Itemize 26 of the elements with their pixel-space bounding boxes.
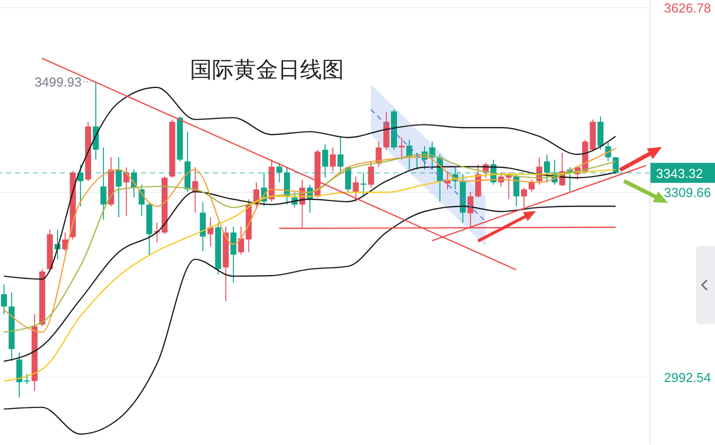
y-tick-label: 2992.54 [664, 370, 711, 385]
y-tick-label: 3626.78 [664, 0, 711, 16]
candlestick [116, 156, 122, 218]
candlestick [200, 202, 206, 252]
candlestick [230, 226, 236, 284]
candlestick [352, 176, 359, 202]
candlestick [521, 187, 527, 208]
line-series [3, 206, 616, 435]
candlestick [475, 164, 482, 198]
candlestick [528, 178, 535, 192]
ref-line-label: 3343.32 [656, 166, 703, 181]
candlestick [330, 146, 336, 172]
candlestick [612, 156, 619, 175]
candlestick [398, 137, 405, 160]
candlestick [100, 146, 106, 220]
annotation: 3499.93 [34, 74, 82, 90]
candlestick [337, 137, 344, 172]
candlestick [544, 154, 550, 183]
line-series [3, 86, 616, 280]
candlestick [513, 174, 520, 207]
text: 国际黄金日线图 [190, 56, 344, 84]
candlestick [1, 284, 7, 315]
candlestick [276, 162, 282, 183]
candlestick [368, 160, 374, 188]
y-tick-label: 3309.66 [664, 185, 711, 200]
candlestick [322, 144, 328, 178]
